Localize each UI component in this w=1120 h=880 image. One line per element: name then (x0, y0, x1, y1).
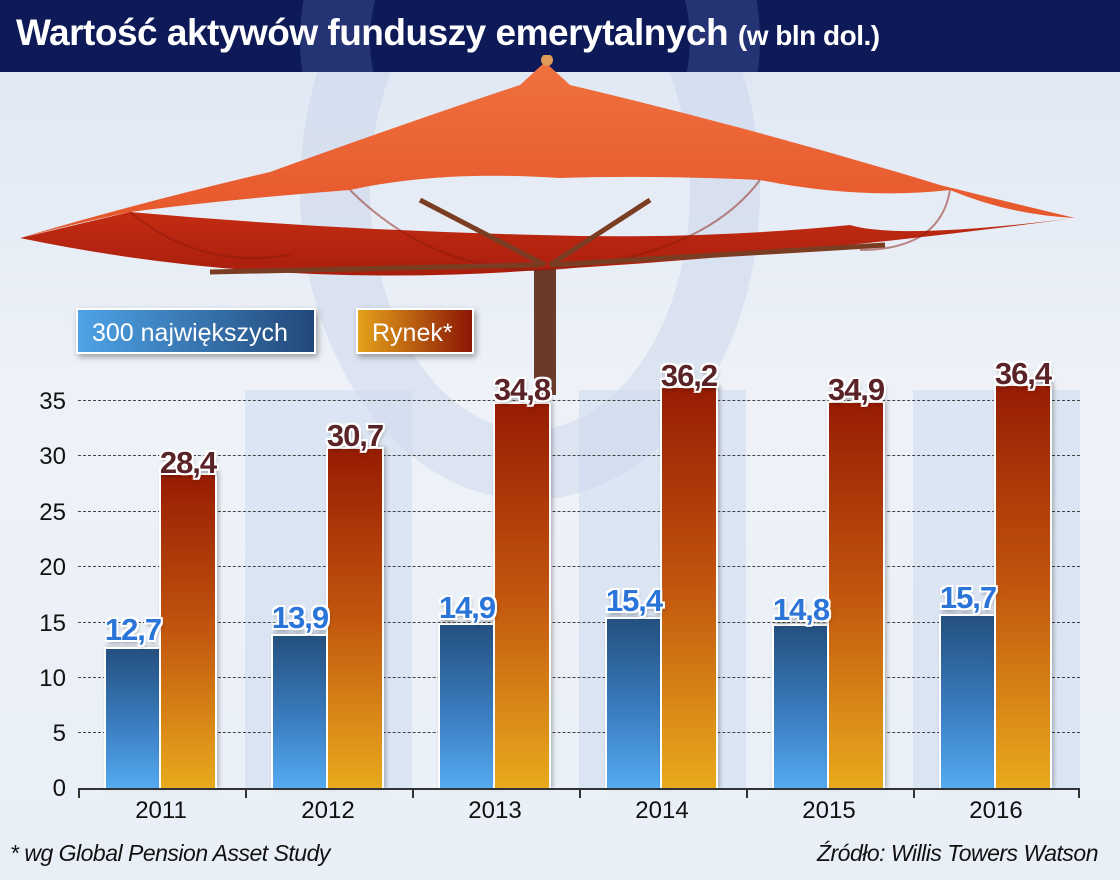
gridline-10 (78, 677, 1080, 678)
bar-300-largest-2014[interactable] (605, 617, 663, 788)
value-label: 36,2 (660, 358, 718, 393)
x-axis-tick (913, 788, 915, 798)
y-tick-label: 20 (39, 554, 66, 581)
y-tick-label: 0 (52, 775, 66, 802)
x-axis-tick (746, 788, 748, 798)
bar-300-largest-2013[interactable] (438, 623, 496, 788)
value-label: 15,4 (605, 583, 663, 618)
legend-series-300-largest: 300 największych (76, 308, 316, 354)
header-ring-decoration (300, 0, 760, 72)
umbrella-illustration (20, 55, 1075, 395)
bar-300-largest-2011[interactable] (104, 647, 162, 788)
bar-market-2012[interactable] (326, 447, 384, 788)
bar-market-2013[interactable] (493, 402, 551, 788)
x-axis-tick (1078, 788, 1080, 798)
title-unit: (w bln dol.) (737, 20, 880, 51)
bar-market-2016[interactable] (994, 384, 1052, 788)
bar-300-largest-2012[interactable] (271, 634, 329, 788)
legend-label-a: 300 największych (92, 319, 288, 347)
value-label: 36,4 (994, 356, 1052, 391)
value-label: 15,7 (939, 580, 997, 615)
x-axis-tick (78, 788, 80, 798)
y-tick-label: 5 (52, 720, 66, 747)
y-tick-label: 25 (39, 499, 66, 526)
title-main: Wartość aktywów funduszy emerytalnych (16, 12, 729, 53)
y-tick-label: 30 (39, 443, 66, 470)
header-bar: Wartość aktywów funduszy emerytalnych (w… (0, 0, 1120, 72)
bar-market-2015[interactable] (827, 401, 885, 788)
bar-300-largest-2015[interactable] (772, 624, 830, 788)
y-tick-label: 15 (39, 610, 66, 637)
x-label-2013: 2013 (468, 797, 522, 824)
value-label: 34,8 (493, 372, 551, 407)
bar-market-2011[interactable] (159, 473, 217, 788)
value-label: 34,9 (827, 372, 885, 407)
x-axis-tick (245, 788, 247, 798)
gridline-20 (78, 566, 1080, 567)
value-label: 13,9 (271, 600, 329, 635)
gridline-35 (78, 400, 1080, 401)
plot-area: 12,7 28,4 13,9 30,7 14,9 34,8 15,4 36,2 … (78, 356, 1080, 788)
gridline-15 (78, 622, 1080, 623)
gridline-5 (78, 732, 1080, 733)
x-label-2011: 2011 (135, 797, 187, 824)
legend-series-market: Rynek* (356, 308, 474, 354)
x-label-2015: 2015 (802, 797, 856, 824)
x-axis-tick (412, 788, 414, 798)
y-tick-label: 10 (39, 665, 66, 692)
x-label-2012: 2012 (301, 797, 355, 824)
x-axis-tick (579, 788, 581, 798)
x-label-2014: 2014 (635, 797, 689, 824)
chart-title: Wartość aktywów funduszy emerytalnych (w… (16, 12, 880, 54)
value-label: 30,7 (326, 418, 384, 453)
x-label-2016: 2016 (969, 797, 1023, 824)
bar-300-largest-2016[interactable] (939, 614, 997, 788)
source-credit: Źródło: Willis Towers Watson (816, 840, 1099, 866)
value-label: 12,7 (104, 612, 162, 647)
gridline-30 (78, 455, 1080, 456)
bar-market-2014[interactable] (660, 386, 718, 788)
value-label: 14,9 (438, 590, 496, 625)
footnote: * wg Global Pension Asset Study (10, 840, 330, 866)
value-label: 14,8 (772, 592, 830, 627)
gridline-25 (78, 511, 1080, 512)
value-label: 28,4 (159, 445, 217, 480)
y-tick-label: 35 (39, 388, 66, 415)
legend-label-b: Rynek* (372, 319, 453, 347)
